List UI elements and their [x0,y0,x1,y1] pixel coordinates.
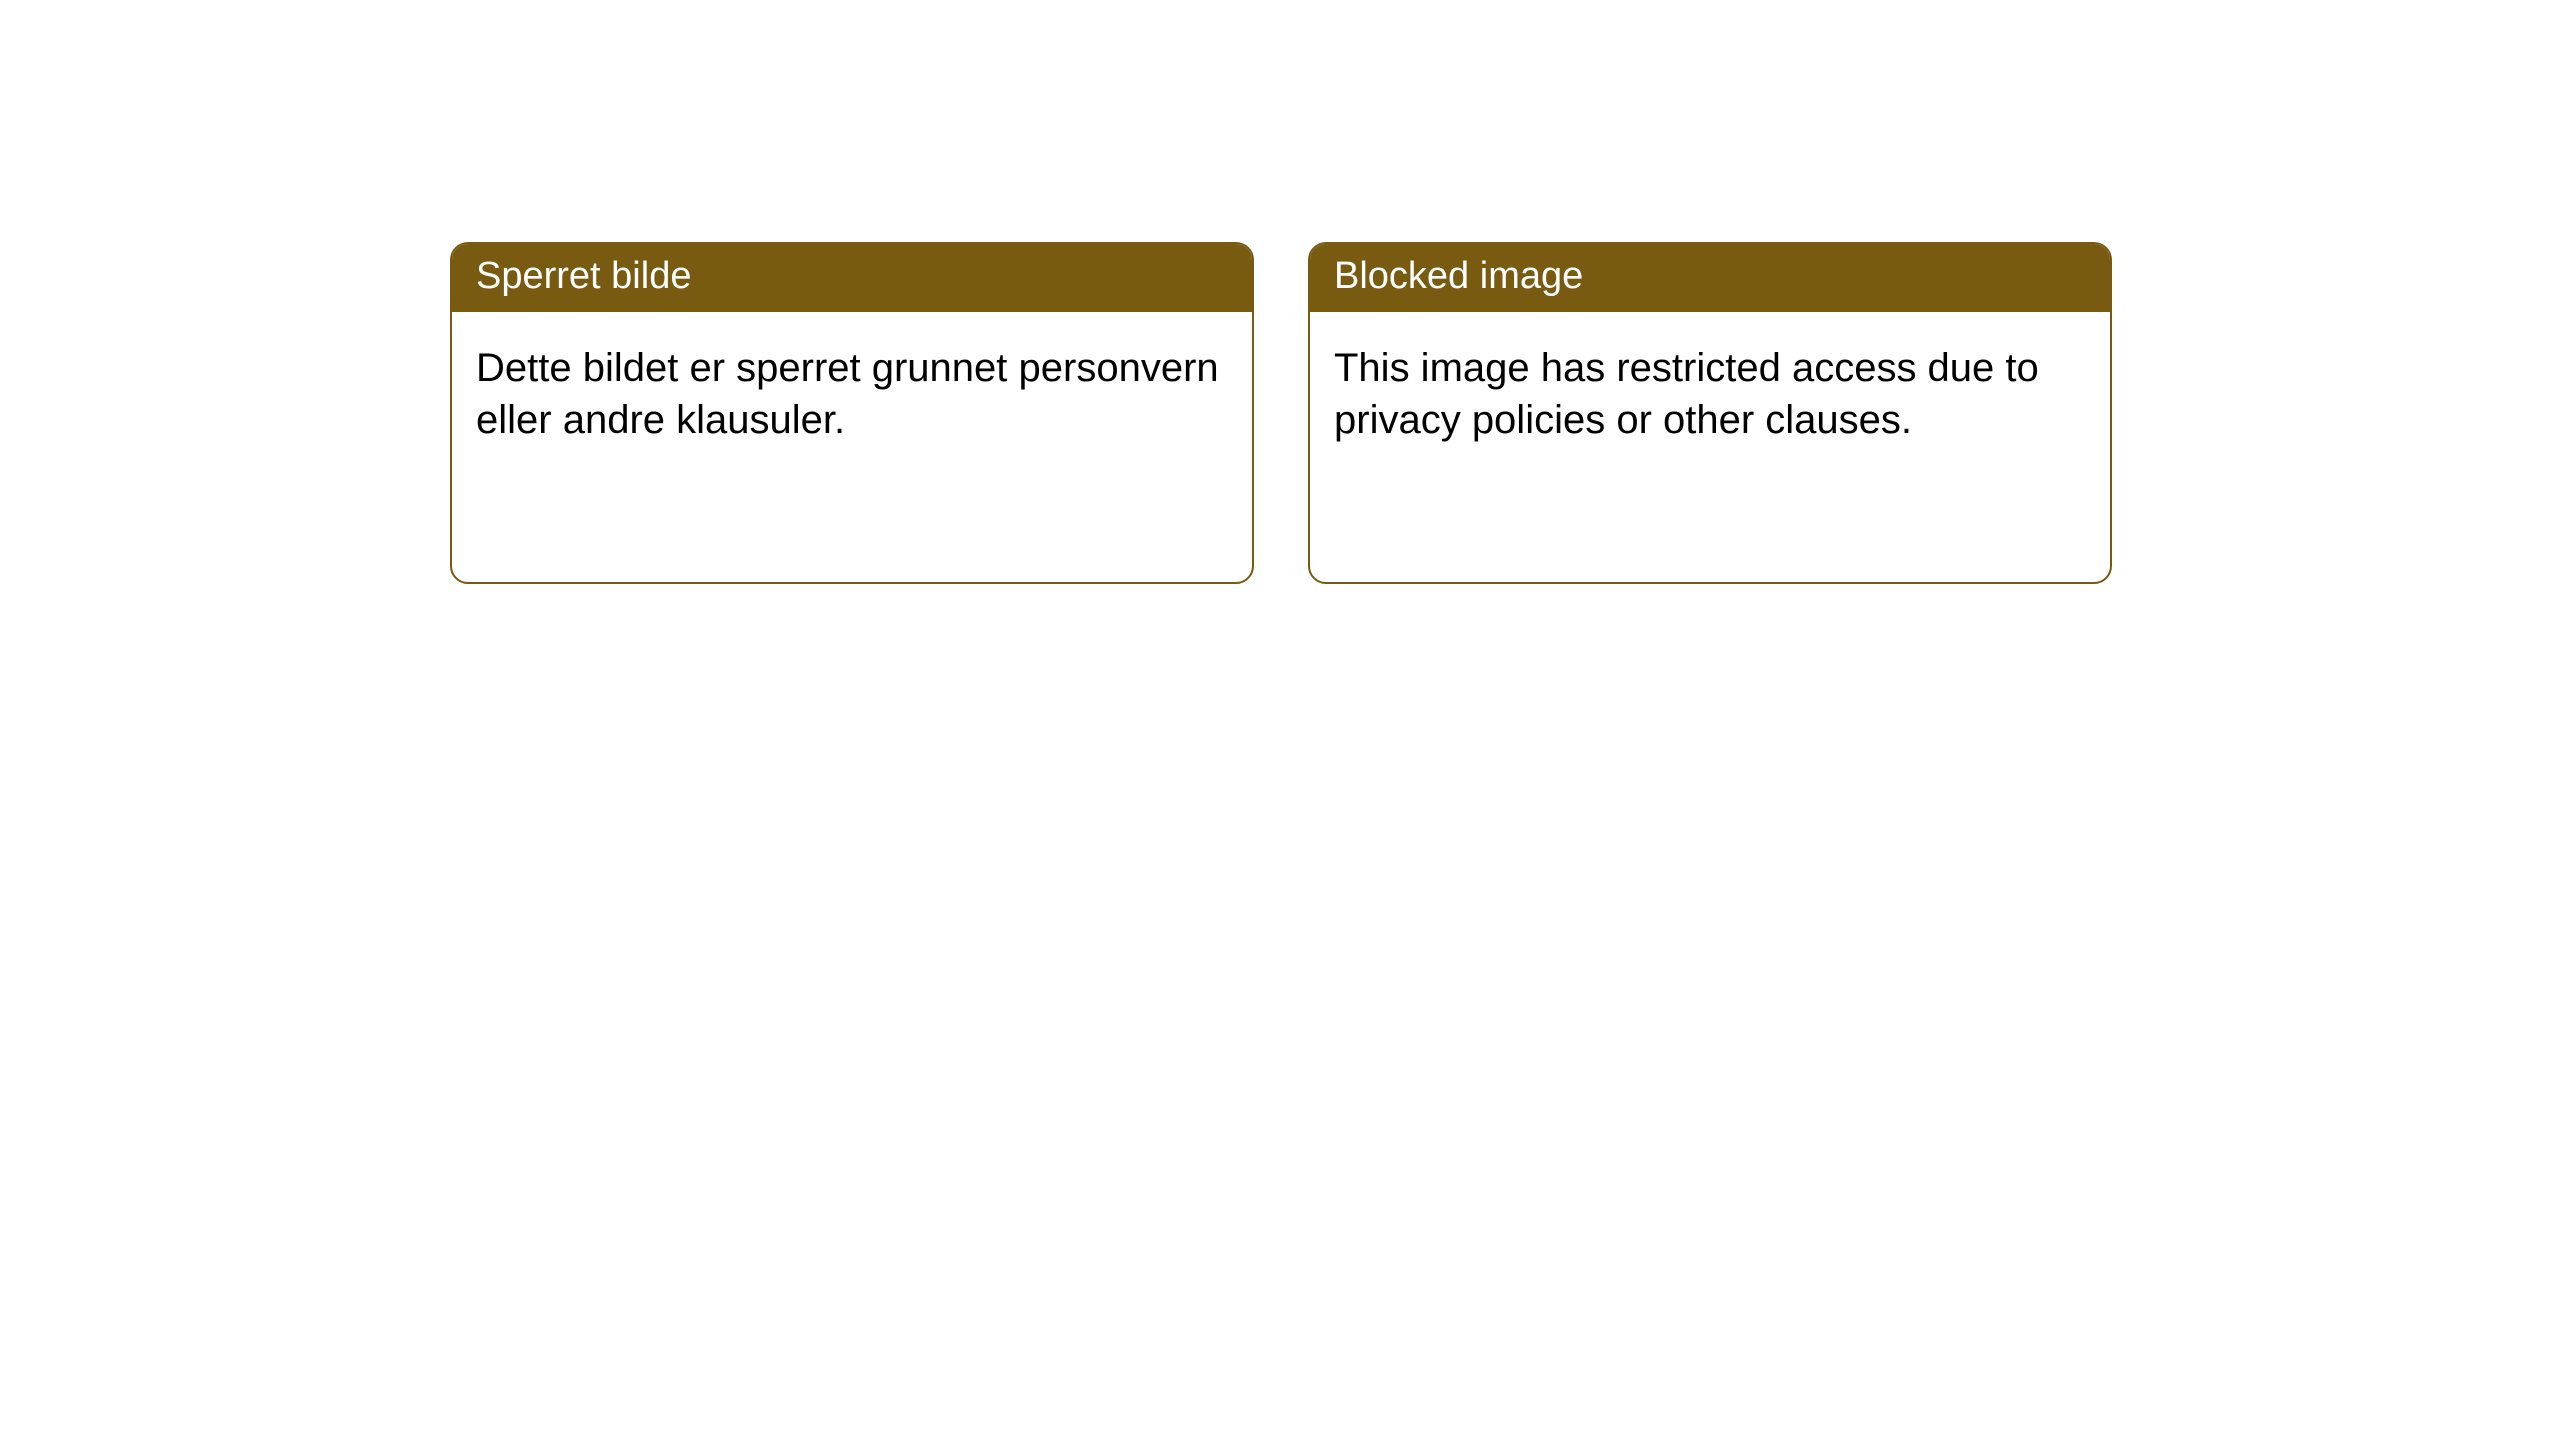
notice-card-english: Blocked image This image has restricted … [1308,242,2112,584]
notice-card-norwegian: Sperret bilde Dette bildet er sperret gr… [450,242,1254,584]
card-body: Dette bildet er sperret grunnet personve… [452,312,1252,582]
card-header: Blocked image [1310,244,2110,312]
card-title: Sperret bilde [476,255,691,297]
card-header: Sperret bilde [452,244,1252,312]
card-body-text: Dette bildet er sperret grunnet personve… [476,346,1219,442]
card-body: This image has restricted access due to … [1310,312,2110,582]
card-body-text: This image has restricted access due to … [1334,346,2039,442]
card-title: Blocked image [1334,255,1583,297]
notice-cards-container: Sperret bilde Dette bildet er sperret gr… [450,242,2112,584]
